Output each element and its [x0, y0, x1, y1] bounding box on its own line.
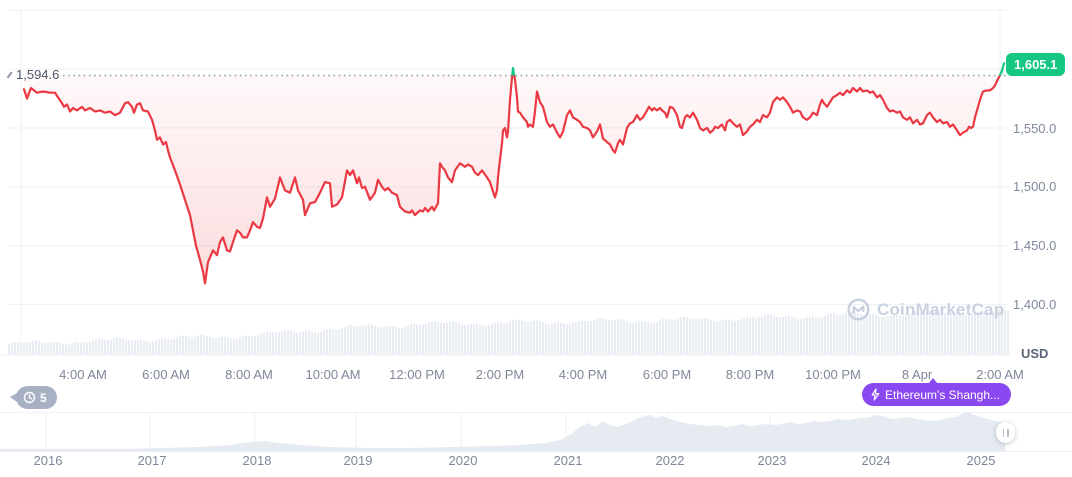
- coinmarketcap-watermark: CoinMarketCap: [846, 297, 1004, 322]
- x-axis-tick-label: 6:00 PM: [642, 367, 692, 382]
- recent-views-badge[interactable]: 5: [10, 386, 57, 409]
- current-price-badge: 1,605.1: [1006, 53, 1066, 76]
- y-axis-tick-label: 1,550.0: [1013, 120, 1057, 136]
- x-axis-tick-label: 6:00 AM: [142, 367, 190, 382]
- event-annotation-badge[interactable]: Ethereum's Shangh...: [862, 378, 1012, 406]
- timeline-range-selector[interactable]: [0, 412, 1072, 452]
- x-axis-tick-label: 4:00 PM: [558, 367, 608, 382]
- watermark-label: CoinMarketCap: [877, 299, 1005, 319]
- coinmarketcap-logo-icon: [846, 297, 871, 322]
- x-axis-tick-label: 2:00 AM: [976, 367, 1024, 382]
- timeline-year-label: 2018: [242, 453, 272, 468]
- badge-tail: [10, 393, 17, 402]
- timeline-year-label: 2021: [553, 453, 583, 468]
- price-chart-canvas[interactable]: [0, 0, 1072, 412]
- y-axis-tick-label: 1,400.0: [1013, 296, 1057, 312]
- x-axis-tick-label: 2:00 PM: [475, 367, 525, 382]
- timeline-year-label: 2019: [343, 453, 373, 468]
- y-axis-tick-label: 1,450.0: [1013, 238, 1057, 254]
- x-axis-tick-label: 8:00 PM: [725, 367, 775, 382]
- range-handle[interactable]: [996, 422, 1015, 443]
- timeline-year-label: 2025: [966, 453, 996, 468]
- x-axis-tick-label: 10:00 AM: [305, 367, 361, 382]
- timeline-year-label: 2017: [137, 453, 167, 468]
- x-axis-tick-label: 8 Apr: [901, 367, 933, 382]
- x-axis-tick-label: 4:00 AM: [59, 367, 107, 382]
- clock-icon: [23, 391, 36, 404]
- timeline-year-label: 2023: [757, 453, 787, 468]
- timeline-year-label: 2024: [861, 453, 891, 468]
- x-axis-tick-label: 10:00 PM: [805, 367, 861, 382]
- currency-label: USD: [1021, 346, 1049, 361]
- handle-bar-icon: [1007, 428, 1009, 437]
- x-axis-tick-label: 8:00 AM: [225, 367, 273, 382]
- lightning-icon: [871, 388, 880, 401]
- timeline-year-label: 2022: [655, 453, 685, 468]
- handle-bar-icon: [1002, 428, 1004, 437]
- reference-tick-icon: [6, 71, 13, 78]
- x-axis-tick-label: 12:00 PM: [389, 367, 445, 382]
- reference-price-value: 1,594.6: [16, 67, 60, 82]
- timeline-year-label: 2016: [33, 453, 63, 468]
- reference-price-label: 1,594.6: [6, 67, 59, 82]
- timeline-year-label: 2020: [448, 453, 478, 468]
- y-axis-tick-label: 1,500.0: [1013, 179, 1057, 195]
- badge-pointer: [928, 378, 938, 384]
- event-label: Ethereum's Shangh...: [885, 387, 1001, 402]
- recent-views-count: 5: [40, 390, 47, 405]
